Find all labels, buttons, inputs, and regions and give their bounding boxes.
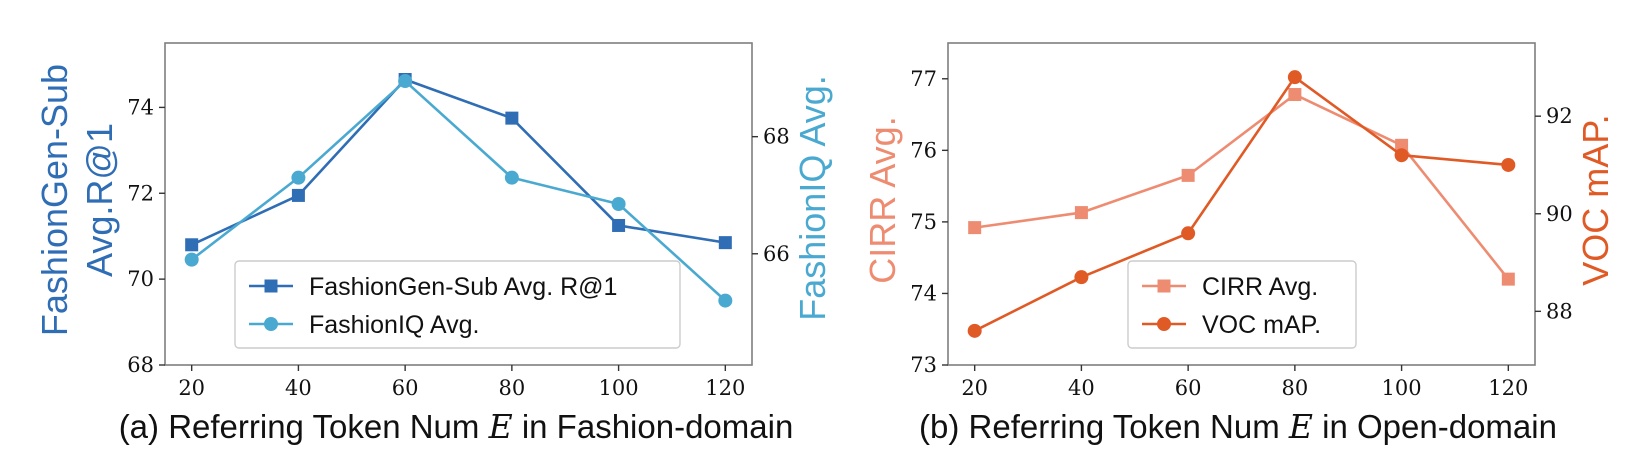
left-y-tick-label: 73: [910, 353, 937, 377]
caption-suffix: in Open-domain: [1313, 408, 1557, 445]
left-y-tick-label: 75: [910, 210, 937, 234]
left-y-axis-label: FashionGen-Sub: [34, 64, 75, 336]
data-point: [611, 197, 626, 211]
caption-prefix: (a) Referring Token Num: [119, 408, 489, 445]
panel-caption: (a) Referring Token Num E in Fashion-dom…: [119, 407, 794, 446]
data-point: [185, 238, 199, 252]
data-point: [398, 74, 413, 89]
data-point: [718, 236, 732, 250]
data-point: [1074, 206, 1088, 220]
chart-panel-a: 20 40 60 80 100 120 68 70 72 74 66 68 FashionGen-Sub…: [34, 42, 833, 446]
caption-prefix: (b) Referring Token Num: [919, 408, 1289, 445]
series-line-2: [974, 75, 1509, 333]
data-point: [291, 170, 306, 185]
left-y-tick-label: 70: [127, 267, 154, 291]
x-tick-label: 20: [961, 376, 988, 400]
data-point: [504, 170, 519, 185]
x-tick-label: 100: [1382, 376, 1422, 400]
right-y-axis-label: FashionIQ Avg.: [792, 75, 833, 320]
x-tick-label: 40: [1068, 376, 1095, 400]
caption-variable: E: [488, 407, 513, 446]
data-point: [718, 293, 733, 308]
x-tick-label: 120: [1488, 376, 1528, 400]
data-point: [1181, 226, 1196, 241]
left-y-axis-label-line2: Avg.R@1: [79, 123, 120, 277]
x-tick-label: 80: [498, 376, 525, 400]
legend-box: [1127, 260, 1357, 349]
right-y-tick-label: 66: [763, 242, 790, 266]
series-line-1: [191, 78, 726, 246]
data-point: [967, 323, 982, 338]
series-line-1: [974, 93, 1510, 280]
data-point: [612, 218, 626, 232]
caption-variable: E: [1288, 407, 1313, 446]
legend: FashionGen-Sub Avg. R@1 FashionIQ Avg.: [234, 260, 681, 349]
plot-frame: [164, 42, 753, 366]
data-point: [184, 252, 199, 267]
x-tick-label: 100: [599, 376, 639, 400]
legend-label: VOC mAP.: [1202, 311, 1321, 339]
data-point: [1395, 138, 1409, 152]
caption-suffix: in Fashion-domain: [513, 408, 794, 445]
data-point: [1287, 70, 1302, 85]
plot-frame: [947, 42, 1536, 366]
right-y-tick-label: 88: [1546, 299, 1573, 323]
left-y-axis-label: CIRR Avg.: [862, 116, 903, 283]
legend-marker: [1157, 317, 1171, 331]
data-point: [1074, 270, 1089, 285]
x-tick-label: 40: [285, 376, 312, 400]
legend-label: FashionGen-Sub Avg. R@1: [309, 273, 617, 301]
legend-marker: [264, 317, 278, 331]
data-point: [291, 188, 305, 202]
data-point: [968, 221, 982, 235]
x-tick-label: 60: [392, 376, 419, 400]
left-y-tick-label: 68: [127, 353, 154, 377]
left-y-tick-label: 77: [910, 67, 937, 91]
data-point: [1288, 88, 1302, 102]
right-y-tick-label: 90: [1546, 202, 1573, 226]
data-point: [1394, 148, 1409, 163]
x-tick-label: 60: [1175, 376, 1202, 400]
left-y-tick-label: 74: [910, 281, 937, 305]
data-point: [505, 111, 519, 125]
right-y-tick-label: 68: [763, 125, 790, 149]
legend-marker: [1157, 279, 1171, 293]
series-line-2: [190, 79, 727, 302]
left-y-tick-label: 74: [127, 95, 154, 119]
left-y-tick-label: 76: [910, 138, 937, 162]
legend: CIRR Avg. VOC mAP.: [1127, 260, 1357, 349]
legend-label: CIRR Avg.: [1202, 273, 1318, 301]
data-point: [1501, 272, 1515, 286]
data-point: [1501, 157, 1516, 172]
right-y-axis-label: VOC mAP.: [1575, 114, 1616, 285]
legend-label: FashionIQ Avg.: [309, 311, 479, 339]
legend-marker: [264, 279, 278, 293]
x-tick-label: 20: [178, 376, 205, 400]
x-tick-label: 80: [1281, 376, 1308, 400]
panel-caption: (b) Referring Token Num E in Open-domain: [919, 407, 1557, 446]
legend-box: [234, 260, 681, 349]
data-point: [1181, 168, 1195, 182]
left-y-tick-label: 72: [127, 181, 154, 205]
chart-panel-b: 20 40 60 80 100 120 73 74 75 76 77 88 90 92 CIRR Avg. V…: [862, 42, 1616, 446]
x-tick-label: 120: [705, 376, 745, 400]
right-y-tick-label: 92: [1546, 104, 1573, 128]
